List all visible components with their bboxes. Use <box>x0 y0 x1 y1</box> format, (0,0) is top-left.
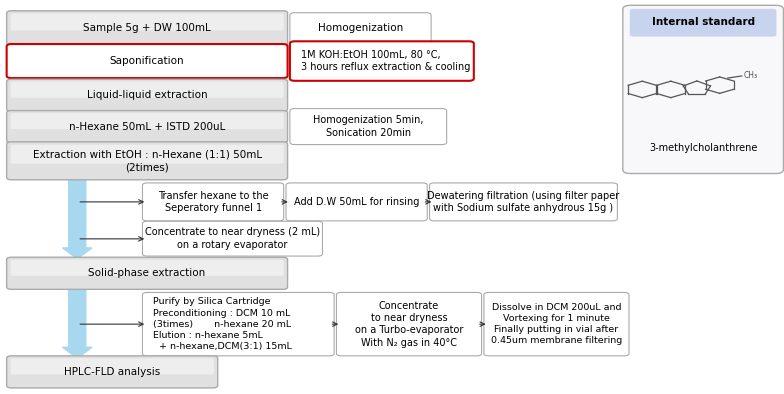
FancyBboxPatch shape <box>10 260 284 276</box>
Text: Homogenization: Homogenization <box>318 23 403 33</box>
FancyBboxPatch shape <box>290 109 447 145</box>
Text: Concentrate
to near dryness
on a Turbo-evaporator
With N₂ gas in 40°C: Concentrate to near dryness on a Turbo-e… <box>355 301 463 348</box>
FancyBboxPatch shape <box>6 356 218 388</box>
Text: Dissolve in DCM 200uL and
Vortexing for 1 minute
Finally putting in vial after
0: Dissolve in DCM 200uL and Vortexing for … <box>491 303 622 345</box>
Text: Transfer hexane to the
Seperatory funnel 1: Transfer hexane to the Seperatory funnel… <box>158 191 268 213</box>
Text: 3-methylcholanthrene: 3-methylcholanthrene <box>649 143 757 153</box>
FancyBboxPatch shape <box>10 82 284 98</box>
FancyBboxPatch shape <box>143 292 334 356</box>
FancyBboxPatch shape <box>143 221 322 256</box>
FancyBboxPatch shape <box>484 292 629 356</box>
FancyBboxPatch shape <box>6 11 288 45</box>
FancyBboxPatch shape <box>290 13 431 43</box>
Text: Dewatering filtration (using filter paper
with Sodium sulfate anhydrous 15g ): Dewatering filtration (using filter pape… <box>427 191 619 213</box>
FancyBboxPatch shape <box>430 183 617 221</box>
Text: Purify by Silica Cartridge
Preconditioning : DCM 10 mL
(3times)       n-hexane 2: Purify by Silica Cartridge Preconditioni… <box>154 297 292 351</box>
FancyArrow shape <box>63 177 92 259</box>
Text: Concentrate to near dryness (2 mL)
on a rotary evaporator: Concentrate to near dryness (2 mL) on a … <box>145 227 320 250</box>
FancyBboxPatch shape <box>6 111 288 143</box>
Text: Internal standard: Internal standard <box>652 17 755 27</box>
FancyBboxPatch shape <box>6 142 288 180</box>
FancyBboxPatch shape <box>10 13 284 30</box>
Text: Extraction with EtOH : n-Hexane (1:1) 50mL
(2times): Extraction with EtOH : n-Hexane (1:1) 50… <box>33 150 262 172</box>
Text: n-Hexane 50mL + ISTD 200uL: n-Hexane 50mL + ISTD 200uL <box>69 122 225 132</box>
FancyArrow shape <box>63 287 92 358</box>
Text: Saponification: Saponification <box>110 56 184 66</box>
Text: Liquid-liquid extraction: Liquid-liquid extraction <box>87 90 208 100</box>
Text: 1M KOH:EtOH 100mL, 80 °C,
3 hours reflux extraction & cooling: 1M KOH:EtOH 100mL, 80 °C, 3 hours reflux… <box>301 50 470 72</box>
FancyBboxPatch shape <box>6 44 288 78</box>
Text: HPLC-FLD analysis: HPLC-FLD analysis <box>64 367 160 377</box>
FancyBboxPatch shape <box>143 183 284 221</box>
FancyBboxPatch shape <box>6 257 288 289</box>
Text: Add D.W 50mL for rinsing: Add D.W 50mL for rinsing <box>294 197 419 207</box>
FancyBboxPatch shape <box>630 9 776 37</box>
Text: Homogenization 5min,
Sonication 20min: Homogenization 5min, Sonication 20min <box>313 115 423 138</box>
Text: Solid-phase extraction: Solid-phase extraction <box>89 268 205 278</box>
FancyBboxPatch shape <box>336 292 481 356</box>
FancyBboxPatch shape <box>10 145 284 164</box>
Text: Sample 5g + DW 100mL: Sample 5g + DW 100mL <box>83 23 211 33</box>
FancyBboxPatch shape <box>290 41 474 81</box>
FancyBboxPatch shape <box>6 79 288 112</box>
FancyBboxPatch shape <box>286 183 427 221</box>
Text: CH₃: CH₃ <box>743 71 757 80</box>
FancyBboxPatch shape <box>622 5 783 173</box>
FancyBboxPatch shape <box>10 113 284 129</box>
FancyBboxPatch shape <box>10 359 214 374</box>
